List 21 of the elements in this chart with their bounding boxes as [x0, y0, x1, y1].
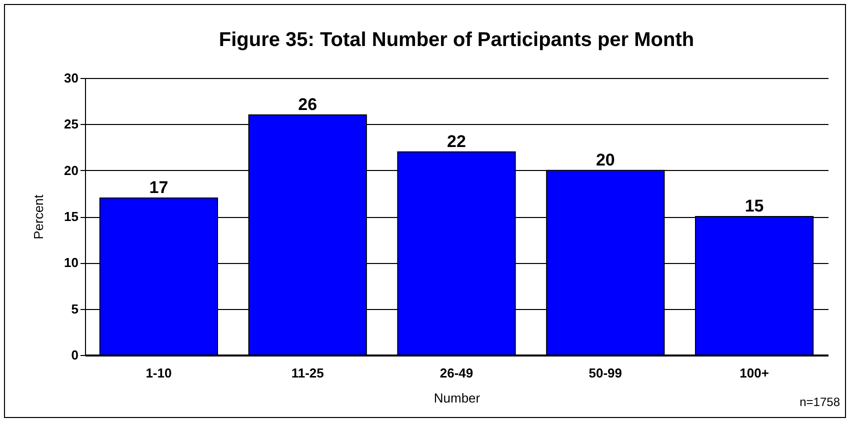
x-tick-label: 100+ — [740, 366, 770, 380]
x-tick-label: 11-25 — [291, 366, 324, 380]
x-tick-label: 1-10 — [146, 366, 172, 380]
y-tick-label: 20 — [64, 162, 78, 178]
data-label: 22 — [447, 132, 466, 151]
y-tick-label: 15 — [64, 209, 78, 224]
text: n=1758 — [800, 395, 840, 409]
data-label: 17 — [149, 178, 168, 198]
chart-title: Figure 35: Total Number of Participants per Month — [218, 29, 694, 51]
y-tick-label: 5 — [71, 301, 78, 316]
x-axis-title: Number — [434, 390, 481, 406]
x-tick-label: 26-49 — [440, 366, 474, 380]
y-tick-label: 10 — [64, 255, 78, 270]
data-label: 15 — [744, 196, 764, 216]
y-tick-label: 0 — [71, 348, 78, 362]
x-tick-label: 50-99 — [588, 366, 622, 380]
y-axis-title: Percent — [31, 194, 46, 240]
data-label: 26 — [298, 94, 318, 114]
data-label: 20 — [596, 150, 615, 170]
y-tick-label: 30 — [64, 70, 78, 86]
y-tick-label: 25 — [64, 116, 78, 132]
